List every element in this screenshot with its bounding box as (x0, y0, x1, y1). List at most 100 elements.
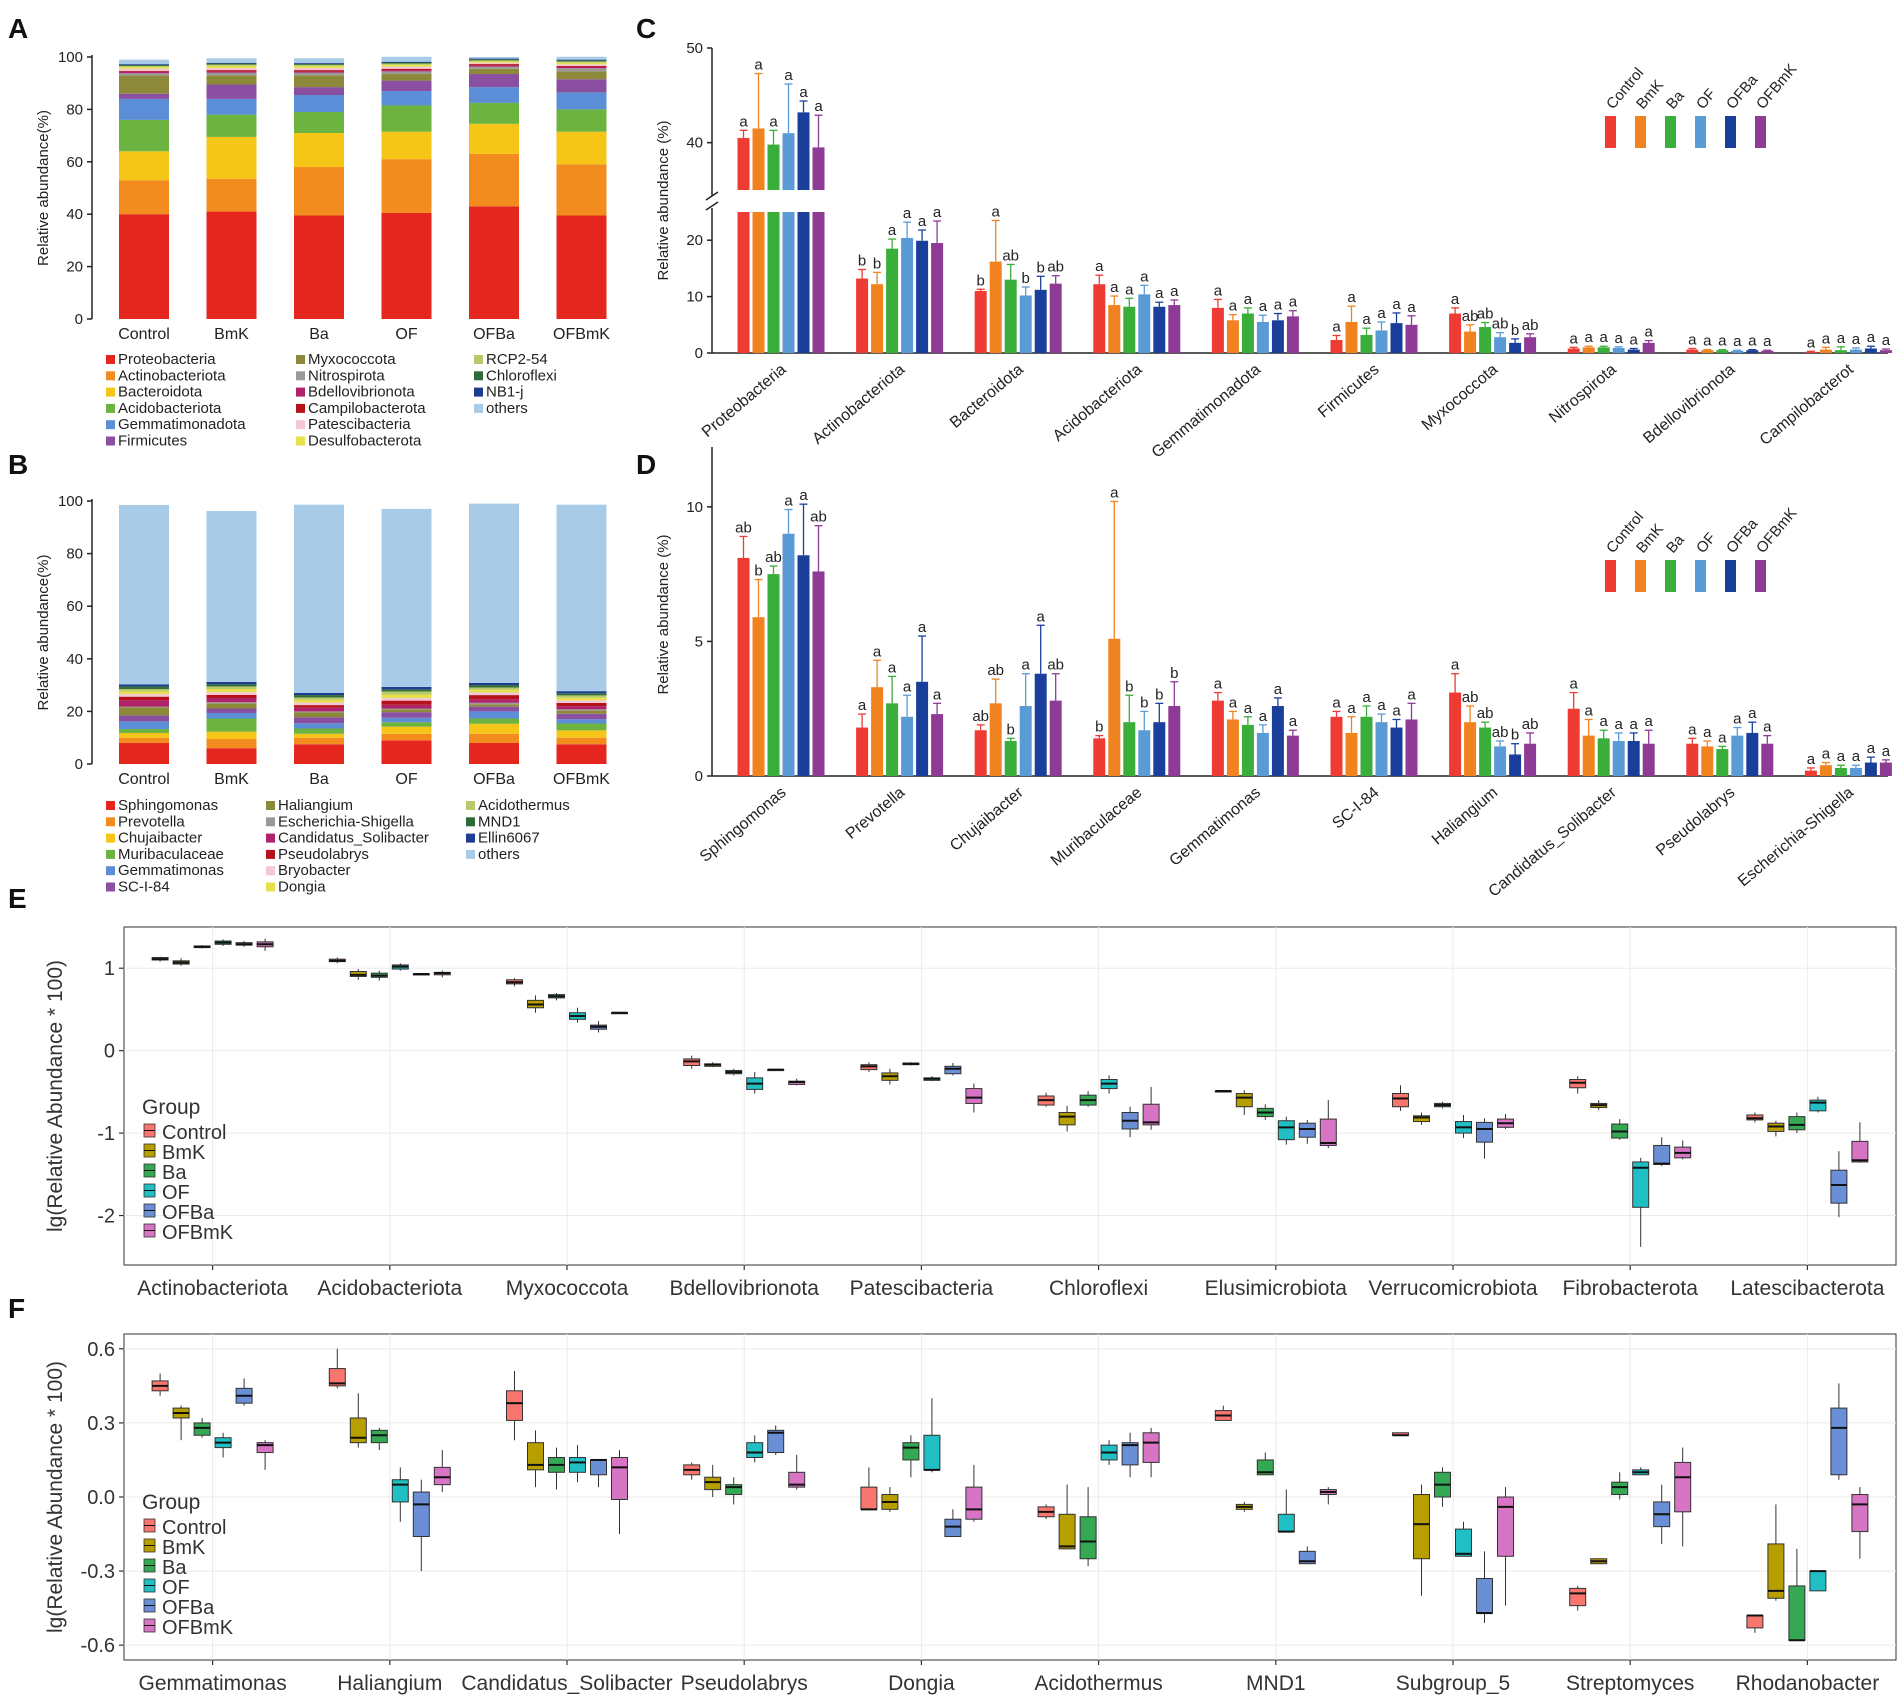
significance-label: a (1600, 713, 1609, 730)
significance-label: ab (1047, 657, 1064, 674)
x-tick-label-bacteroidota: Bacteroidota (947, 361, 1027, 432)
significance-label: a (1822, 746, 1831, 763)
bar-segment-acidothermus (469, 687, 519, 690)
bar-ofba (1509, 342, 1522, 353)
bar-segment-mnd1 (556, 693, 607, 696)
legend-label-acidobacteriota: Acidobacteriota (118, 400, 222, 417)
box-ofba (1121, 1442, 1139, 1466)
x-tick-label-dongia: Dongia (888, 1672, 955, 1695)
legend-label-of: OF (1693, 86, 1719, 113)
significance-label: a (1332, 319, 1341, 336)
x-tick-label-haliangium: Haliangium (337, 1672, 442, 1695)
significance-label: a (1362, 689, 1371, 706)
bar-segment-haliangium (556, 710, 607, 714)
bar-segment-ellin6067 (469, 682, 519, 686)
x-tick-label-mnd1: MND1 (1246, 1672, 1306, 1695)
significance-label: ab (987, 662, 1004, 679)
bar-ba (1360, 716, 1373, 776)
x-tick-label-myxococcota: Myxococcota (1419, 361, 1502, 434)
bar-of (1731, 735, 1744, 776)
box-bmk (1413, 1494, 1430, 1560)
significance-label: b (1170, 665, 1178, 682)
legend-swatch-candidatus-solibacter (266, 833, 275, 843)
bar-control (1449, 692, 1462, 776)
x-tick-label-ofbmk: OFBmK (553, 771, 610, 788)
legend-label-acidothermus: Acidothermus (478, 797, 570, 814)
significance-label: ab (972, 708, 989, 725)
bar-segment-bdellovibrionota (556, 66, 607, 69)
bar-ofba (916, 240, 929, 353)
box-ofbmk (1497, 1496, 1514, 1557)
significance-label: a (1407, 299, 1416, 316)
bar-bmk (752, 212, 765, 353)
significance-label: ab (765, 549, 782, 566)
legend-swatch-bmk (1635, 560, 1646, 592)
bar-bmk (1345, 321, 1358, 353)
bar-segment-desulfobacterota (469, 61, 519, 63)
x-tick-label-acidobacteriota: Acidobacteriota (317, 1277, 462, 1300)
box-ofbmk (965, 1486, 983, 1520)
significance-label: b (1140, 694, 1148, 711)
y-tick-label: 10 (686, 499, 703, 516)
significance-label: ab (1522, 716, 1539, 733)
panel-letter-e: E (8, 883, 27, 914)
bar-segment-nb1-j (556, 59, 607, 61)
bar-segment-mnd1 (294, 695, 344, 698)
bar-segment-sphingomonas (556, 744, 607, 764)
bar-segment-chujaibacter (206, 731, 257, 740)
legend-swatch-haliangium (266, 801, 275, 810)
bar-segment-sphingomonas (206, 748, 257, 764)
significance-label: a (1688, 721, 1697, 738)
bar-ofba (797, 212, 810, 353)
x-tick-label-pseudolabrys: Pseudolabrys (681, 1672, 808, 1695)
y-tick-label: -0.6 (81, 1635, 115, 1657)
bar-of (901, 716, 914, 776)
bar-ofbmk (812, 571, 825, 776)
bar-segment-ellin6067 (119, 684, 169, 687)
box-ofba (767, 1429, 785, 1454)
significance-label: a (992, 203, 1001, 220)
legend-swatch-ofba (1725, 116, 1736, 148)
x-tick-label-latescibacterota: Latescibacterota (1730, 1277, 1884, 1300)
bar-ofbmk (1168, 305, 1181, 353)
y-tick-label: 20 (66, 703, 83, 720)
bar-segment-others (469, 503, 519, 683)
significance-label: a (1125, 281, 1134, 298)
x-tick-label-control: Control (118, 771, 170, 788)
bar-segment-nb1-j (206, 62, 257, 64)
bar-segment-sc-i-84 (556, 713, 607, 720)
bar-ofba (1153, 722, 1166, 776)
box-of (391, 1479, 409, 1503)
legend-swatch-ba (1665, 560, 1676, 592)
bar-segment-bacteroidota (469, 123, 519, 154)
bar-segment-bryobacter (206, 692, 257, 695)
y-tick-label: 20 (686, 232, 703, 249)
y-tick-label: 0.6 (87, 1339, 115, 1361)
legend-swatch-rcp2-54 (474, 355, 483, 364)
bar-segment-others (469, 57, 519, 59)
legend-label-chloroflexi: Chloroflexi (486, 367, 557, 384)
box-ofbmk (433, 1466, 451, 1486)
box-ofba (1476, 1121, 1493, 1143)
significance-label: b (1155, 686, 1163, 703)
bar-segment-ellin6067 (294, 692, 344, 696)
bar-segment-prevotella (119, 737, 169, 743)
x-tick-label-fibrobacterota: Fibrobacterota (1562, 1277, 1698, 1300)
bar-segment-firmicutes (381, 80, 432, 92)
significance-label: a (1347, 700, 1356, 717)
bar-segment-myxococcota (294, 75, 344, 88)
bar-bmk (1582, 347, 1595, 353)
bar-bmk (1226, 719, 1239, 776)
legend-swatch-escherichia-shigella (266, 817, 275, 827)
bar-ofbmk (1761, 350, 1774, 353)
legend-label-escherichia-shigella: Escherichia-Shigella (278, 813, 415, 830)
bar-control (974, 730, 987, 776)
box-ofba (590, 1459, 607, 1476)
bar-segment-campilobacterota (119, 70, 169, 72)
significance-label: a (1155, 285, 1164, 302)
bar-segment-escherichia-shigella (119, 706, 169, 708)
stacked-bar-chart-phylum: 0 20 40 60 80 100 Relative abundance(%) Control… (35, 49, 610, 450)
bar-segment-proteobacteria (556, 215, 607, 319)
bar-segment-candidatus-solibacter (294, 707, 344, 712)
bar-ofbmk (1286, 316, 1299, 353)
